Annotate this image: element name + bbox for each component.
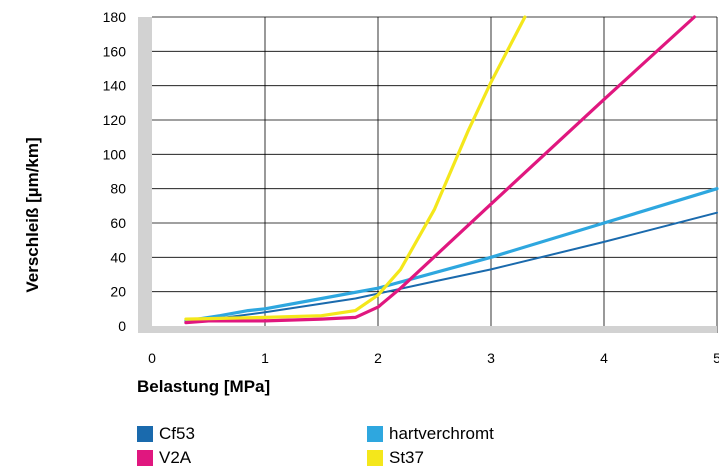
x-axis-bar (138, 326, 717, 333)
series-lines (184, 15, 719, 325)
y-tick-label: 160 (103, 43, 127, 59)
x-tick-label: 1 (261, 350, 269, 366)
legend-swatch (367, 450, 383, 466)
axes (138, 17, 717, 333)
grid-lines (152, 16, 718, 333)
y-tick-label: 180 (103, 9, 127, 25)
legend-item: St37 (367, 447, 597, 469)
y-tick-labels: 0 20 40 60 80 100 120 140 160 180 (103, 9, 127, 334)
x-tick-label: 5 (713, 350, 719, 366)
y-axis-label: Verschleiß [µm/km] (23, 137, 42, 292)
legend-swatch (367, 426, 383, 442)
series-line-v2a (184, 15, 696, 325)
line-chart: 0 20 40 60 80 100 120 140 160 180 0 1 2 3 4 5 Verschle… (23, 9, 719, 396)
legend: Cf53 hartverchromt V2A St37 (137, 423, 637, 469)
legend-item: hartverchromt (367, 423, 597, 445)
y-tick-label: 40 (110, 249, 126, 265)
y-tick-label: 80 (110, 181, 126, 197)
legend-label: V2A (159, 448, 192, 467)
y-tick-label: 100 (103, 146, 127, 162)
x-axis-label: Belastung [MPa] (137, 377, 270, 396)
x-tick-label: 4 (600, 350, 608, 366)
x-tick-label: 0 (148, 350, 156, 366)
legend-label: Cf53 (159, 424, 195, 443)
legend-label: St37 (389, 448, 424, 467)
y-tick-label: 20 (110, 284, 126, 300)
y-tick-label: 60 (110, 215, 126, 231)
x-tick-label: 2 (374, 350, 382, 366)
legend-label: hartverchromt (389, 424, 494, 443)
y-axis-bar (138, 17, 152, 333)
y-tick-label: 120 (103, 112, 127, 128)
legend-swatch (137, 426, 153, 442)
series-line-hartverchromt (184, 187, 719, 323)
series-line-st37 (184, 15, 527, 321)
y-tick-label: 140 (103, 78, 127, 94)
legend-swatch (137, 450, 153, 466)
y-tick-label: 0 (118, 318, 126, 334)
x-tick-labels: 0 1 2 3 4 5 (148, 350, 719, 366)
legend-item: Cf53 (137, 423, 367, 445)
x-tick-label: 3 (487, 350, 495, 366)
legend-item: V2A (137, 447, 367, 469)
series-line-cf53 (184, 211, 718, 324)
